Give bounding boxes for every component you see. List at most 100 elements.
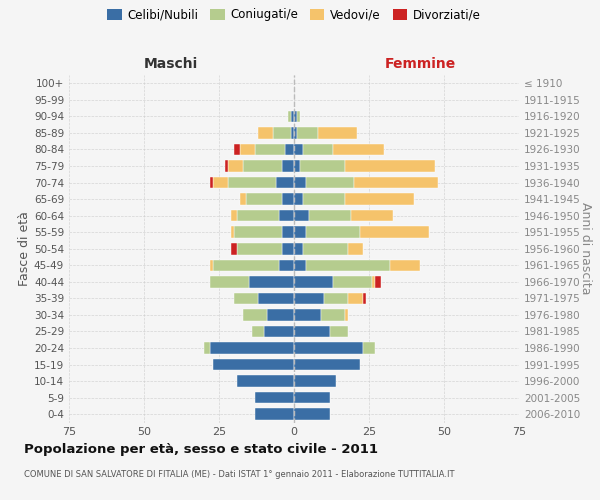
Bar — [228, 160, 243, 172]
Bar — [348, 243, 363, 254]
Bar — [279, 210, 294, 222]
Bar — [309, 210, 351, 222]
Text: Popolazione per età, sesso e stato civile - 2011: Popolazione per età, sesso e stato civil… — [24, 442, 378, 456]
Bar — [294, 243, 303, 254]
Bar — [300, 160, 345, 172]
Bar — [345, 194, 414, 205]
Bar — [210, 260, 213, 271]
Bar — [303, 243, 348, 254]
Bar — [273, 127, 291, 138]
Bar — [243, 160, 282, 172]
Bar — [351, 210, 393, 222]
Bar — [240, 194, 246, 205]
Bar — [234, 292, 258, 304]
Bar — [297, 127, 318, 138]
Bar — [249, 276, 294, 287]
Bar — [294, 292, 324, 304]
Bar — [294, 276, 333, 287]
Bar — [306, 177, 354, 188]
Bar — [210, 177, 213, 188]
Bar — [333, 276, 372, 287]
Bar — [294, 342, 363, 354]
Bar — [210, 342, 294, 354]
Bar — [213, 177, 228, 188]
Bar — [303, 194, 345, 205]
Bar — [279, 260, 294, 271]
Bar — [294, 408, 330, 420]
Bar — [231, 226, 234, 238]
Bar — [333, 144, 384, 156]
Bar — [237, 376, 294, 387]
Bar — [243, 309, 267, 320]
Bar — [258, 127, 273, 138]
Bar — [294, 160, 300, 172]
Bar — [282, 226, 294, 238]
Bar — [390, 260, 420, 271]
Bar — [345, 160, 435, 172]
Bar — [294, 144, 303, 156]
Bar — [294, 210, 309, 222]
Bar — [228, 177, 276, 188]
Bar — [330, 326, 348, 338]
Bar — [291, 127, 294, 138]
Bar — [375, 276, 381, 287]
Bar — [294, 127, 297, 138]
Bar — [348, 292, 363, 304]
Bar — [294, 392, 330, 404]
Bar — [363, 292, 366, 304]
Bar — [210, 276, 249, 287]
Bar — [276, 177, 294, 188]
Bar — [231, 210, 237, 222]
Bar — [255, 408, 294, 420]
Bar — [294, 260, 306, 271]
Text: Femmine: Femmine — [385, 57, 455, 71]
Bar — [264, 326, 294, 338]
Text: COMUNE DI SAN SALVATORE DI FITALIA (ME) - Dati ISTAT 1° gennaio 2011 - Elaborazi: COMUNE DI SAN SALVATORE DI FITALIA (ME) … — [24, 470, 455, 479]
Bar — [258, 292, 294, 304]
Bar — [246, 194, 282, 205]
Bar — [294, 226, 306, 238]
Bar — [282, 243, 294, 254]
Bar — [213, 359, 294, 370]
Bar — [294, 177, 306, 188]
Y-axis label: Fasce di età: Fasce di età — [18, 212, 31, 286]
Bar — [237, 243, 282, 254]
Y-axis label: Anni di nascita: Anni di nascita — [579, 202, 592, 295]
Bar — [294, 376, 336, 387]
Bar — [240, 144, 255, 156]
Bar — [237, 210, 279, 222]
Bar — [294, 359, 360, 370]
Legend: Celibi/Nubili, Coniugati/e, Vedovi/e, Divorziati/e: Celibi/Nubili, Coniugati/e, Vedovi/e, Di… — [105, 6, 483, 24]
Bar — [318, 127, 357, 138]
Bar — [234, 226, 282, 238]
Bar — [306, 226, 360, 238]
Bar — [282, 194, 294, 205]
Bar — [297, 110, 300, 122]
Bar — [303, 144, 333, 156]
Bar — [255, 392, 294, 404]
Bar — [363, 342, 375, 354]
Bar — [225, 160, 228, 172]
Bar — [231, 243, 237, 254]
Bar — [291, 110, 294, 122]
Bar — [213, 260, 279, 271]
Text: Maschi: Maschi — [144, 57, 198, 71]
Bar — [285, 144, 294, 156]
Bar — [282, 160, 294, 172]
Bar — [372, 276, 375, 287]
Bar — [345, 309, 348, 320]
Bar — [294, 194, 303, 205]
Bar — [252, 326, 264, 338]
Bar — [321, 309, 345, 320]
Bar — [306, 260, 390, 271]
Bar — [267, 309, 294, 320]
Bar — [294, 309, 321, 320]
Bar — [294, 326, 330, 338]
Bar — [234, 144, 240, 156]
Bar — [354, 177, 438, 188]
Bar — [360, 226, 429, 238]
Bar — [294, 110, 297, 122]
Bar — [288, 110, 291, 122]
Bar — [324, 292, 348, 304]
Bar — [204, 342, 210, 354]
